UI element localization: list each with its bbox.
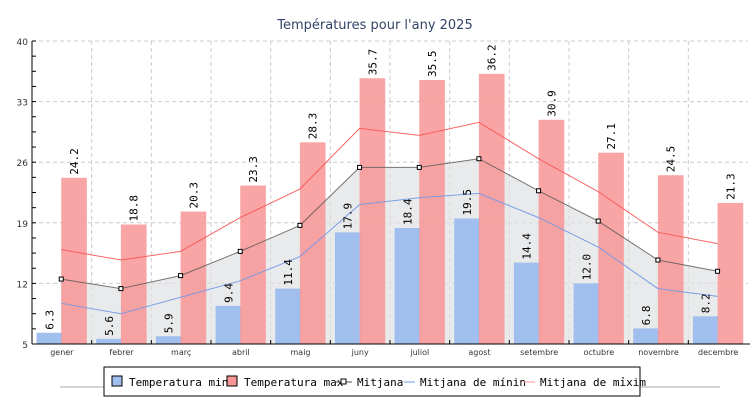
x-tick-label: maig	[291, 348, 311, 357]
x-tick-label: gener	[50, 348, 74, 357]
legend-label-mean-max: Mitjana de mỉxim	[540, 376, 646, 389]
x-tick-label: juny	[351, 348, 369, 357]
data-label-max: 35.7	[366, 49, 379, 76]
data-label-min: 6.8	[640, 306, 653, 326]
bar-min	[215, 305, 242, 344]
y-tick-label: 33	[17, 99, 28, 109]
data-label-max: 23.3	[247, 156, 260, 183]
bar-max	[180, 211, 207, 344]
data-label-max: 30.9	[545, 90, 558, 117]
mitjana-marker	[416, 164, 422, 170]
x-tick-label: octubre	[584, 348, 615, 357]
bar-max	[299, 142, 326, 344]
x-tick-label: abril	[232, 348, 250, 357]
data-label-max: 36.2	[486, 44, 499, 71]
data-label-min: 9.4	[222, 283, 235, 303]
mitjana-marker	[536, 188, 542, 194]
legend-swatch-max	[226, 375, 238, 387]
chart-title: Températures pour l'any 2025	[276, 18, 472, 33]
x-tick-label: març	[171, 348, 191, 357]
legend-label-mitjana: Mitjana	[357, 376, 403, 389]
x-tick-label: novembre	[638, 348, 679, 357]
bar-min	[334, 232, 361, 344]
bar-min	[513, 262, 540, 344]
x-tick-label: setembre	[520, 348, 558, 357]
mitjana-marker	[715, 268, 721, 274]
y-tick-label: 5	[22, 341, 28, 351]
bar-min	[692, 316, 719, 344]
mitjana-marker	[297, 222, 303, 228]
legend: Temperatura min Temperatura max Mitjana …	[103, 366, 646, 397]
bar-max	[598, 152, 624, 344]
mitjana-marker	[178, 273, 184, 279]
x-tick-label: agost	[468, 348, 490, 357]
bar-max	[359, 78, 386, 345]
mitjana-marker	[595, 218, 601, 224]
bar-min	[275, 288, 301, 344]
bar-max	[478, 73, 505, 344]
mitjana-marker	[237, 248, 243, 254]
legend-swatch-min	[111, 375, 123, 387]
line-mitjana	[61, 158, 718, 290]
bar-max	[240, 185, 266, 344]
data-label-min: 14.4	[521, 233, 534, 260]
mitjana-marker	[58, 276, 64, 282]
data-label-min: 12.0	[580, 254, 593, 281]
x-tick-label: decembre	[698, 348, 738, 357]
data-label-min: 8.2	[700, 293, 713, 313]
legend-label-min: Temperatura min	[129, 376, 228, 389]
data-label-min: 5.9	[163, 313, 176, 333]
bar-max	[538, 119, 565, 344]
bar-max	[61, 177, 87, 344]
y-tick-label: 12	[17, 280, 28, 290]
bar-min	[454, 218, 480, 344]
mitjana-marker	[655, 257, 661, 263]
line-mitjana-de-m-xim	[61, 121, 718, 261]
bar-min	[633, 328, 659, 344]
x-tick-label: juliol	[409, 348, 429, 357]
legend-label-mean-min: Mitjana de mínin	[420, 376, 526, 389]
y-tick-label: 19	[17, 220, 29, 230]
data-label-min: 11.4	[282, 259, 295, 286]
data-label-min: 19.5	[461, 189, 474, 216]
bar-max	[657, 175, 684, 344]
data-label-max: 35.5	[426, 50, 439, 77]
x-tick-label: febrer	[109, 348, 134, 357]
data-label-min: 5.6	[103, 316, 116, 336]
legend-marker-mitjana	[340, 378, 347, 385]
data-label-max: 18.8	[128, 195, 141, 222]
data-label-min: 18.4	[401, 198, 414, 225]
mitjana-marker	[476, 156, 482, 162]
legend-label-max: Temperatura max	[244, 376, 344, 389]
data-label-max: 28.3	[307, 113, 320, 140]
y-tick-label: 40	[17, 38, 29, 48]
data-label-max: 24.2	[68, 148, 81, 175]
bar-min	[96, 338, 122, 344]
data-label-max: 24.5	[665, 146, 678, 173]
data-label-min: 6.3	[43, 310, 56, 330]
data-label-max: 21.3	[724, 173, 737, 200]
mitjana-marker	[118, 286, 124, 292]
line-mitjana-de-m-nin	[61, 192, 718, 315]
bar-max	[419, 79, 445, 344]
bar-max	[717, 202, 744, 344]
bar-min	[36, 332, 63, 344]
data-label-max: 20.3	[187, 182, 200, 209]
data-label-max: 27.1	[605, 123, 618, 150]
mitjana-marker	[357, 164, 363, 170]
bar-min	[394, 227, 421, 344]
data-label-min: 17.9	[342, 203, 355, 230]
bar-min	[155, 336, 182, 344]
bar-min	[573, 283, 600, 344]
y-tick-label: 26	[17, 159, 29, 169]
